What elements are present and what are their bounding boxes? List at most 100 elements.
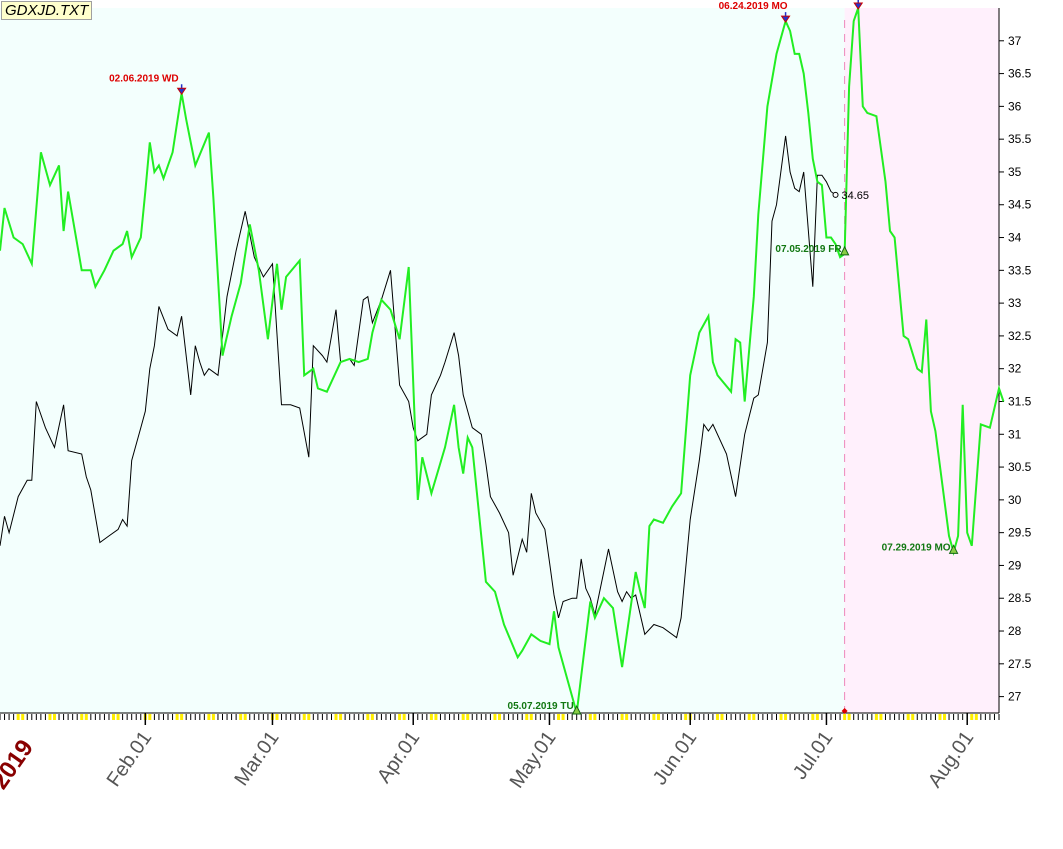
- y-tick-label: 35.5: [1008, 132, 1032, 146]
- trough-label: 05.07.2019 TU: [508, 701, 574, 712]
- y-tick-label: 36: [1008, 99, 1022, 113]
- weekend-mark: [493, 714, 497, 720]
- weekend-mark: [175, 714, 179, 720]
- weekend-mark: [815, 714, 819, 720]
- weekend-mark: [974, 714, 978, 720]
- month-label: Jun.01: [649, 727, 701, 789]
- trough-label: 07.05.2019 FR: [775, 244, 842, 255]
- weekend-mark: [906, 714, 910, 720]
- x-axis-labels: 2019 Feb.01 Mar.01 Apr.01 May.01 Jun.01 Jul.01…: [0, 727, 978, 794]
- y-tick-label: 28: [1008, 624, 1022, 638]
- weekend-mark: [16, 714, 20, 720]
- peak-arrow-icon: [780, 15, 791, 24]
- weekend-mark: [784, 714, 788, 720]
- weekend-mark: [370, 714, 374, 720]
- weekend-mark: [720, 714, 724, 720]
- month-label: May.01: [506, 727, 561, 792]
- weekend-mark: [557, 714, 561, 720]
- y-tick-label: 33: [1008, 296, 1022, 310]
- weekend-mark: [970, 714, 974, 720]
- y-tick-label: 36.5: [1008, 67, 1032, 81]
- weekend-mark: [938, 714, 942, 720]
- weekend-mark: [434, 714, 438, 720]
- weekend-mark: [307, 714, 311, 720]
- last-value-label: 34.65: [842, 190, 870, 202]
- y-tick-label: 33.5: [1008, 263, 1032, 277]
- weekend-mark: [211, 714, 215, 720]
- peak-arrow-icon: [853, 2, 864, 10]
- black-price-line: [0, 135, 836, 639]
- x-axis-ruler: [0, 712, 1000, 725]
- weekend-mark: [529, 714, 533, 720]
- file-name-label: GDXJD.TXT: [1, 1, 93, 20]
- y-tick-label: 29: [1008, 558, 1022, 572]
- weekend-mark: [811, 714, 815, 720]
- peak-label: 06.24.2019 MO: [719, 1, 788, 12]
- weekend-mark: [593, 714, 597, 720]
- history-background: [0, 8, 845, 713]
- weekend-mark: [52, 714, 56, 720]
- weekend-mark: [752, 714, 756, 720]
- weekend-mark: [625, 714, 629, 720]
- trough-triangle-icon: [839, 245, 850, 256]
- weekend-mark: [715, 714, 719, 720]
- trough-label: 07.29.2019 MO: [882, 542, 951, 553]
- weekend-mark: [148, 714, 152, 720]
- weekend-mark: [112, 714, 116, 720]
- weekend-mark: [80, 714, 84, 720]
- y-tick-label: 27.5: [1008, 657, 1032, 671]
- weekend-mark: [466, 714, 470, 720]
- month-label: Aug.01: [924, 727, 978, 792]
- y-tick-label: 34: [1008, 231, 1022, 245]
- trough-triangle-icon: [948, 544, 959, 554]
- month-label: Mar.01: [230, 727, 283, 790]
- weekend-mark: [429, 714, 433, 720]
- weekend-mark: [943, 714, 947, 720]
- weekend-mark: [334, 714, 338, 720]
- y-tick-label: 35: [1008, 165, 1022, 179]
- weekend-mark: [874, 714, 878, 720]
- weekend-mark: [747, 714, 751, 720]
- weekend-mark: [620, 714, 624, 720]
- y-tick-label: 32.5: [1008, 329, 1032, 343]
- weekend-mark: [116, 714, 120, 720]
- month-label: Apr.01: [373, 727, 424, 787]
- y-axis: 27 27.5 28 28.5 29 29.5 30 30.5 31 31.5 32 32.5 33 33…: [998, 8, 1032, 713]
- weekend-mark: [48, 714, 52, 720]
- weekend-mark: [779, 714, 783, 720]
- weekend-mark: [366, 714, 370, 720]
- weekend-mark: [879, 714, 883, 720]
- weekend-mark: [302, 714, 306, 720]
- peak-arrow-icon: [176, 87, 187, 96]
- y-tick-label: 28.5: [1008, 591, 1032, 605]
- weekend-mark: [588, 714, 592, 720]
- month-label: Feb.01: [103, 727, 157, 791]
- trough-triangle-icon: [571, 704, 582, 715]
- y-tick-label: 30.5: [1008, 460, 1032, 474]
- weekend-mark: [339, 714, 343, 720]
- weekend-mark: [21, 714, 25, 720]
- year-label: 2019: [0, 735, 39, 794]
- weekend-mark: [652, 714, 656, 720]
- y-tick-label: 31.5: [1008, 394, 1032, 408]
- weekend-mark: [402, 714, 406, 720]
- weekend-mark: [239, 714, 243, 720]
- weekend-mark: [525, 714, 529, 720]
- weekend-mark: [243, 714, 247, 720]
- weekend-mark: [684, 714, 688, 720]
- weekend-mark: [398, 714, 402, 720]
- forecast-start-marker: [841, 708, 848, 714]
- weekend-mark: [461, 714, 465, 720]
- weekend-mark: [911, 714, 915, 720]
- weekend-mark: [207, 714, 211, 720]
- weekend-mark: [847, 714, 851, 720]
- weekend-mark: [180, 714, 184, 720]
- peak-label: 02.06.2019 WD: [109, 73, 179, 84]
- weekend-mark: [561, 714, 565, 720]
- y-tick-label: 27: [1008, 690, 1022, 704]
- y-tick-label: 31: [1008, 427, 1022, 441]
- weekend-mark: [498, 714, 501, 720]
- y-tick-label: 34.5: [1008, 198, 1032, 212]
